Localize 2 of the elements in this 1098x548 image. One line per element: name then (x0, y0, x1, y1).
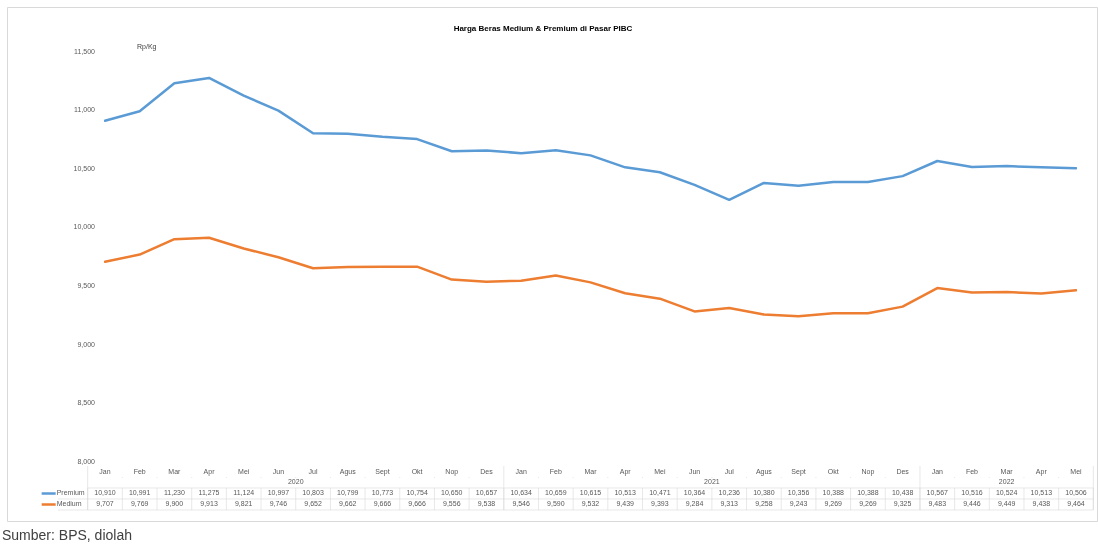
chart-title: Harga Beras Medium & Premium di Pasar PIBC (453, 24, 633, 33)
text: Sumber: BPS, diolah (2, 526, 132, 543)
